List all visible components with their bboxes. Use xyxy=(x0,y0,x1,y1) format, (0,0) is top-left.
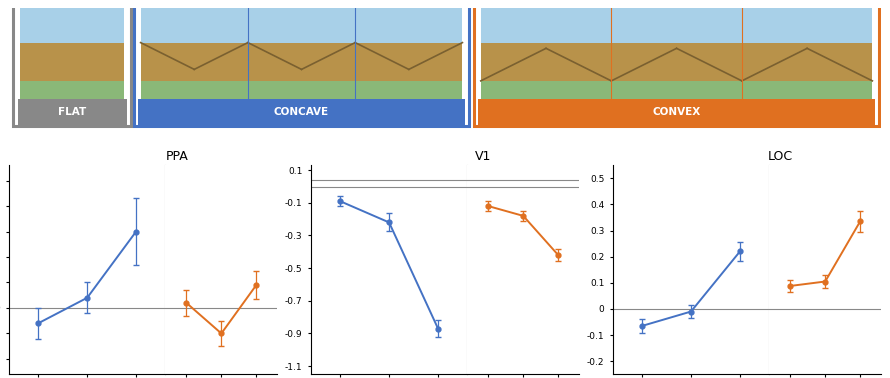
Bar xyxy=(20,81,124,99)
Bar xyxy=(355,0,463,43)
Bar xyxy=(742,0,872,43)
FancyBboxPatch shape xyxy=(134,0,469,126)
Bar xyxy=(355,81,463,99)
Bar xyxy=(611,81,742,99)
FancyBboxPatch shape xyxy=(13,0,131,126)
Bar xyxy=(478,99,875,125)
Bar xyxy=(742,43,872,81)
Bar xyxy=(611,43,742,81)
Bar xyxy=(20,43,124,81)
Bar xyxy=(18,99,126,125)
Bar xyxy=(742,81,872,99)
Text: LOC: LOC xyxy=(768,150,793,163)
Bar xyxy=(20,0,124,43)
Text: CONVEX: CONVEX xyxy=(652,107,700,118)
Text: V1: V1 xyxy=(474,150,491,163)
Bar xyxy=(248,0,355,43)
Text: CONCAVE: CONCAVE xyxy=(274,107,329,118)
Bar xyxy=(248,43,355,81)
Text: FLAT: FLAT xyxy=(58,107,86,118)
Bar xyxy=(141,43,248,81)
Bar xyxy=(141,0,248,43)
Bar xyxy=(611,0,742,43)
Bar xyxy=(481,81,611,99)
Bar xyxy=(481,43,611,81)
Bar xyxy=(355,43,463,81)
Bar xyxy=(138,99,465,125)
FancyBboxPatch shape xyxy=(473,0,879,126)
Bar xyxy=(141,81,248,99)
Bar xyxy=(481,0,611,43)
Text: PPA: PPA xyxy=(166,150,189,163)
Bar xyxy=(248,81,355,99)
